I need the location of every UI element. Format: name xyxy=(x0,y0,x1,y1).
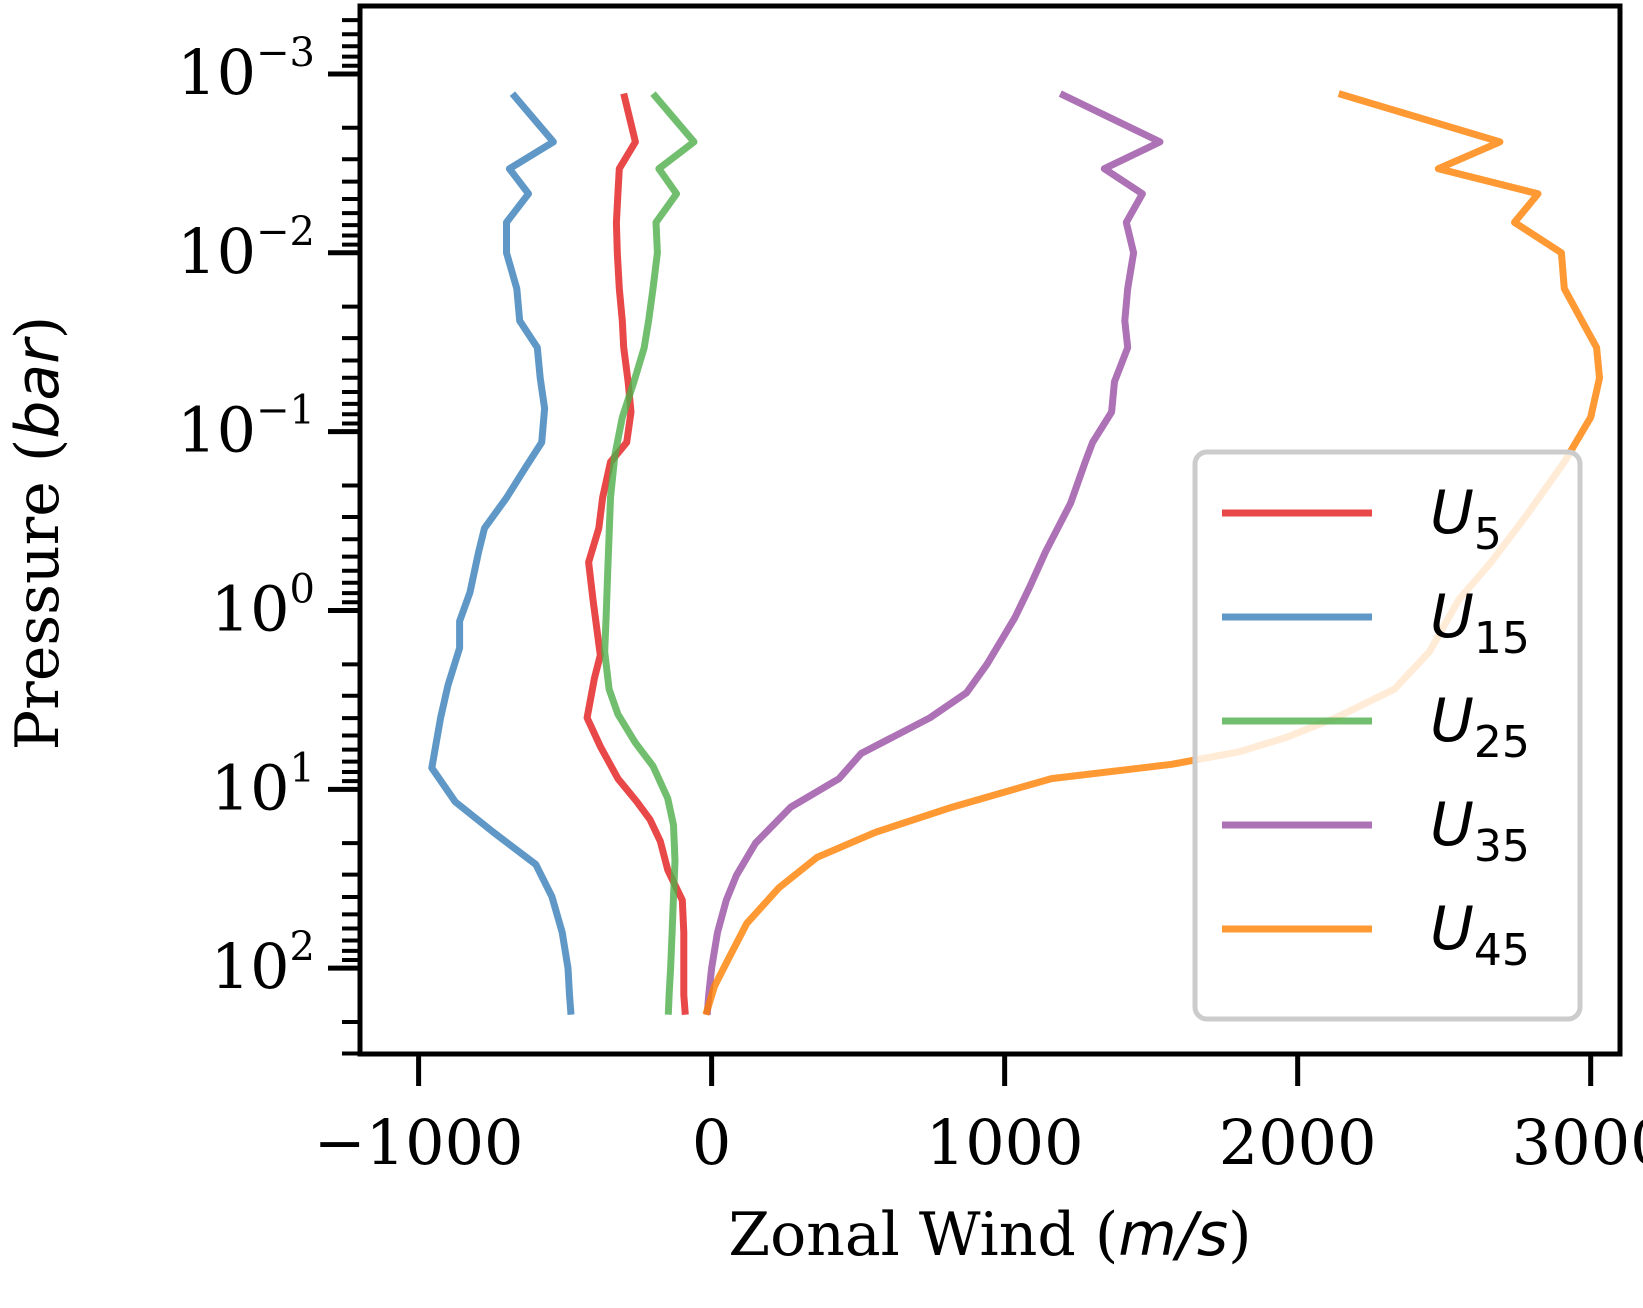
x-axis-unit: m/s xyxy=(1118,1200,1228,1270)
legend-label-u5: U5 xyxy=(1430,478,1502,560)
x-tick-label: 1000 xyxy=(926,1106,1084,1179)
y-tick-label: 102 xyxy=(211,924,315,1003)
tick-marks xyxy=(328,71,1594,1086)
x-tick-labels: −1000 0 1000 2000 3000 xyxy=(314,1106,1643,1179)
x-tick-label: −1000 xyxy=(314,1106,524,1179)
y-tick-label: 100 xyxy=(211,566,315,645)
x-tick-label: 3000 xyxy=(1512,1106,1643,1179)
x-axis-title-text: Zonal Wind xyxy=(728,1200,1075,1270)
legend-label-u15: U15 xyxy=(1430,582,1530,664)
plot-frame xyxy=(357,3,1623,1057)
y-axis-title: Pressure (bar) xyxy=(3,316,73,750)
legend-box xyxy=(1192,449,1583,1022)
legend: U5 U15 U25 U35 U45 xyxy=(1192,449,1583,1022)
y-tick-label: 101 xyxy=(211,745,315,824)
y-tick-label: 10−1 xyxy=(177,388,315,467)
series-line-u25 xyxy=(601,91,698,1015)
x-tick-label: 0 xyxy=(692,1106,731,1179)
legend-label-u45: U45 xyxy=(1430,894,1530,976)
y-tick-label: 10−3 xyxy=(177,30,315,109)
series-line-u35 xyxy=(703,90,1164,1015)
x-axis-title: Zonal Wind (m/s) xyxy=(728,1200,1251,1270)
legend-label-u25: U25 xyxy=(1430,686,1530,768)
x-tick-label: 2000 xyxy=(1219,1106,1377,1179)
y-minor-ticks xyxy=(342,18,360,1056)
y-axis-title-text: Pressure xyxy=(3,481,73,750)
y-axis-unit: bar xyxy=(3,336,73,439)
legend-label-u35: U35 xyxy=(1430,790,1530,872)
series-line-u5 xyxy=(583,92,689,1015)
series-line-u15 xyxy=(428,91,575,1015)
y-tick-label: 10−2 xyxy=(177,209,315,288)
y-tick-labels: 10−3 10−2 10−1 100 101 102 xyxy=(177,30,315,1003)
